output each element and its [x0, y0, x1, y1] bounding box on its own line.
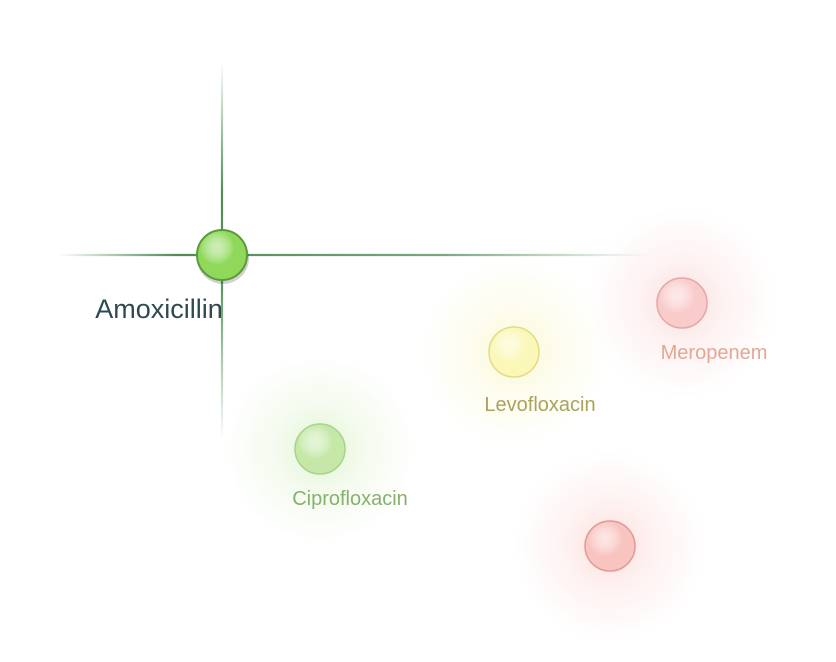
node-circle-shine-meropenem [656, 277, 708, 329]
node-amoxicillin[interactable]: Amoxicillin [95, 229, 249, 324]
node-circle-shine-amoxicillin [196, 229, 248, 281]
node-ciprofloxacin[interactable]: Ciprofloxacin [292, 423, 408, 510]
node-circle-shine-levofloxacin [488, 326, 540, 378]
node-label-amoxicillin: Amoxicillin [95, 294, 223, 324]
node-label-ciprofloxacin: Ciprofloxacin [292, 488, 408, 510]
node-label-meropenem: Meropenem [661, 342, 768, 364]
node-circle-shine-unlabeled-node [584, 520, 636, 572]
node-circle-shine-ciprofloxacin [294, 423, 346, 475]
node-label-levofloxacin: Levofloxacin [484, 394, 595, 416]
node-levofloxacin[interactable]: Levofloxacin [484, 326, 596, 416]
nodes: Amoxicillin Levofloxacin Meropenem Ciproflo… [95, 229, 768, 572]
node-meropenem[interactable]: Meropenem [656, 277, 768, 364]
node-unlabeled-node[interactable] [584, 520, 636, 572]
